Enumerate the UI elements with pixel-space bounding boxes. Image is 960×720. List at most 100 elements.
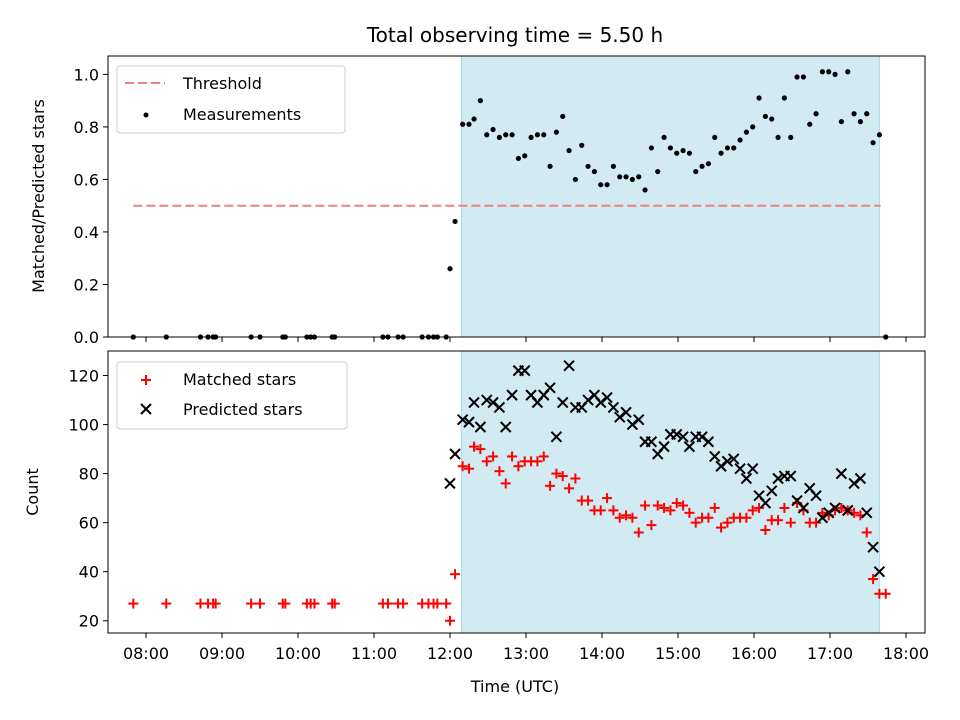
y-tick-label: 20	[79, 612, 99, 631]
matched-star-point	[614, 512, 625, 523]
x-tick-label: 15:00	[655, 644, 701, 663]
x-tick-label: 18:00	[883, 644, 929, 663]
matched-star-point	[760, 525, 771, 536]
x-b	[854, 472, 867, 485]
measurement-point	[686, 150, 693, 156]
x-b	[474, 421, 487, 433]
x-b	[728, 453, 740, 465]
predicted-star-point	[873, 565, 886, 578]
predicted-star-point	[747, 462, 759, 475]
matched-star-point	[684, 507, 695, 518]
measurement-point	[604, 182, 610, 188]
measurement-point	[762, 113, 769, 120]
x-b	[140, 403, 152, 415]
measurement-point	[769, 116, 775, 122]
x-b	[753, 489, 765, 502]
predicted-star-point	[810, 489, 822, 502]
y-tick-label: 0.0	[74, 328, 99, 347]
x-b	[595, 396, 607, 409]
measurement-point	[598, 182, 604, 188]
x-b	[601, 391, 613, 404]
matched-star-point	[627, 512, 638, 523]
predicted-star-point	[677, 431, 689, 443]
bottom-y-axis-label: Count	[23, 468, 42, 516]
matched-star-point	[551, 468, 562, 479]
y-tick-label: 120	[68, 367, 99, 386]
matched-star-point	[817, 507, 828, 518]
x-b	[873, 565, 886, 578]
x-b	[525, 389, 537, 401]
measurement-point	[674, 150, 680, 156]
predicted-star-point	[563, 360, 575, 372]
x-b	[747, 462, 759, 475]
legend-measurement-marker	[143, 112, 149, 118]
matched-star-point	[481, 456, 492, 467]
predicted-star-point	[633, 413, 645, 426]
x-b	[759, 497, 772, 509]
measurement-point	[870, 140, 876, 146]
x-b	[481, 394, 493, 406]
matched-star-point	[494, 466, 505, 477]
top-marks	[130, 69, 889, 340]
predicted-star-point	[709, 450, 721, 463]
measurement-point	[591, 168, 598, 175]
x-b	[671, 428, 683, 441]
matched-star-point	[861, 527, 872, 538]
x-b	[709, 450, 721, 463]
legend-x-glyph	[140, 403, 152, 415]
x-b	[766, 485, 778, 497]
measurement-point	[655, 168, 661, 175]
measurement-point	[693, 168, 699, 175]
predicted-star-point	[582, 394, 594, 406]
measurement-point	[528, 134, 534, 141]
matched-star-point	[488, 451, 499, 462]
measurement-point	[629, 176, 636, 183]
predicted-star-point	[607, 401, 620, 414]
matched-star-point	[665, 505, 676, 516]
predicted-star-point	[759, 497, 772, 509]
bottom-legend-box	[116, 361, 348, 430]
matched-star-point	[773, 515, 784, 526]
matched-star-point	[690, 517, 701, 528]
measurement-point	[471, 116, 477, 122]
predicted-star-point	[867, 541, 879, 553]
y-tick-label: 0.2	[74, 275, 99, 294]
measurement-point	[648, 145, 655, 151]
y-tick-label: 100	[68, 416, 99, 435]
predicted-star-point	[740, 472, 753, 485]
predicted-star-point	[620, 406, 632, 419]
predicted-star-point	[848, 477, 860, 490]
predicted-star-point	[614, 411, 626, 423]
x-b	[842, 504, 854, 517]
bottom-marks	[128, 360, 891, 626]
predicted-star-point	[449, 448, 461, 460]
matched-star-point	[545, 480, 556, 491]
x-tick-label: 08:00	[123, 644, 169, 663]
measurement-point	[819, 69, 826, 75]
matched-star-point	[602, 493, 613, 504]
measurement-point	[680, 147, 686, 154]
matched-star-point	[608, 505, 619, 516]
x-b	[500, 421, 512, 433]
measurement-point	[794, 74, 800, 80]
measurement-point	[460, 121, 466, 127]
measurement-point	[466, 121, 472, 127]
x-tick-label: 11:00	[351, 644, 397, 663]
matched-star-point	[880, 588, 891, 599]
x-b	[791, 494, 803, 507]
predicted-star-point	[557, 396, 569, 409]
predicted-star-point	[444, 477, 456, 490]
x-b	[867, 541, 879, 553]
predicted-star-point	[645, 436, 658, 448]
x-b	[823, 507, 835, 519]
measurement-point	[724, 145, 731, 151]
predicted-star-point	[487, 396, 499, 409]
measurement-point	[807, 121, 813, 127]
x-b	[620, 406, 632, 419]
matched-star-point	[570, 473, 581, 484]
matched-star-point	[441, 598, 452, 609]
x-b	[456, 413, 469, 426]
measurement-point	[452, 218, 458, 225]
matched-star-point	[747, 505, 758, 516]
